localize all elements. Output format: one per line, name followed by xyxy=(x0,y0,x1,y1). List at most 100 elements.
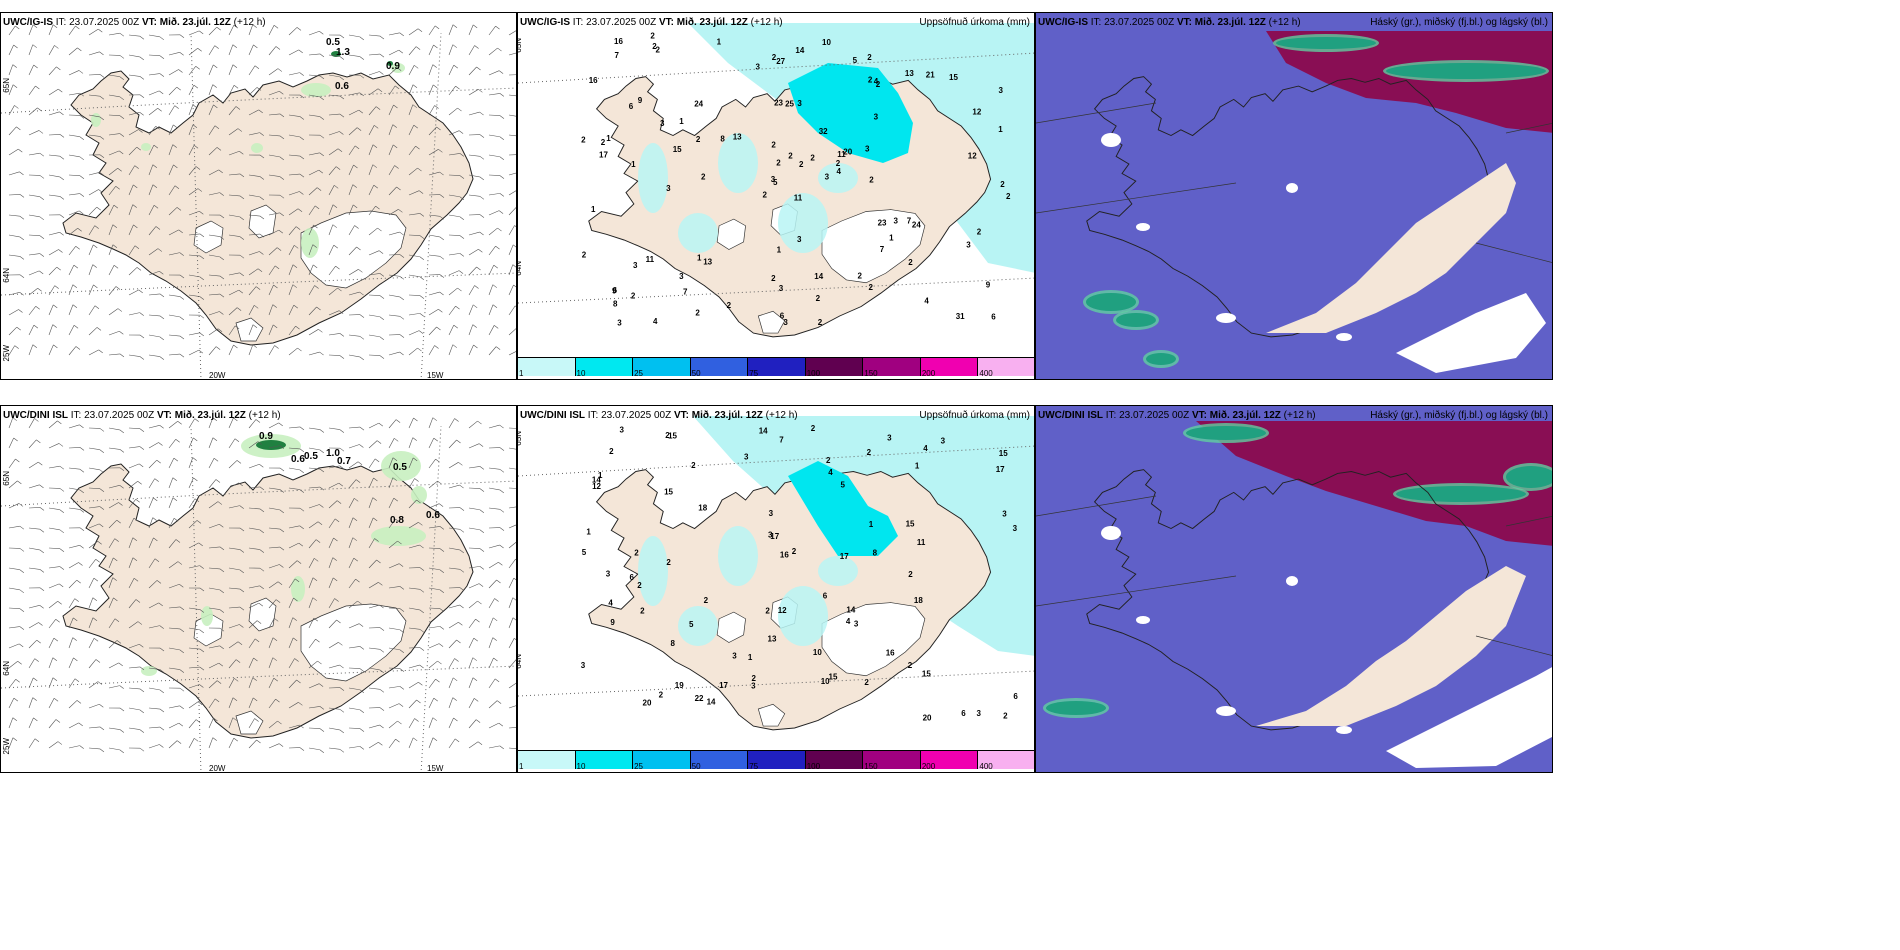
wind-barb xyxy=(328,94,340,97)
wind-barb xyxy=(108,538,115,549)
precip-value: 5 xyxy=(773,178,778,187)
wind-barb-flag xyxy=(334,518,340,523)
wind-barb-flag xyxy=(399,586,405,590)
wind-barb xyxy=(228,25,235,36)
wind-barb-flag xyxy=(456,639,461,644)
wind-barb xyxy=(508,597,514,609)
wind-barb-flag xyxy=(159,336,165,341)
wind-barb xyxy=(408,607,420,611)
iceland-outline xyxy=(1086,76,1490,338)
wind-barb-flag xyxy=(239,624,244,628)
wind-barb-flag xyxy=(439,171,444,176)
wind-barb-flag xyxy=(199,684,204,688)
wind-barb xyxy=(228,606,240,609)
wind-barb xyxy=(328,148,339,156)
precip-map: 5715151466533218141215815361316151717191… xyxy=(518,406,1034,751)
wind-barb xyxy=(248,602,259,609)
precip-value: 32 xyxy=(819,127,828,136)
wind-barb xyxy=(508,30,516,36)
precip-patch xyxy=(718,133,758,193)
wind-barb xyxy=(228,272,240,276)
wind-barb-flag xyxy=(279,156,285,161)
wind-barb xyxy=(208,458,215,469)
panel-wind-row1[interactable]: UWC/IG-IS IT: 23.07.2025 00Z VT: Mið. 23… xyxy=(0,12,517,380)
wind-barb-flag xyxy=(158,602,163,607)
wind-barb-flag xyxy=(359,646,365,650)
wind-barb-flag xyxy=(179,274,185,279)
wind-barb xyxy=(248,174,260,177)
wind-barb xyxy=(388,647,400,651)
precip-patch xyxy=(91,113,101,127)
wind-barb-flag xyxy=(33,64,38,69)
wind-barb xyxy=(88,681,99,689)
wind-barb xyxy=(188,48,198,56)
wind-barb xyxy=(448,44,454,56)
panel-precip-row2[interactable]: UWC/DINI ISL IT: 23.07.2025 00Z VT: Mið.… xyxy=(517,405,1035,773)
wind-barb-flag xyxy=(359,336,365,340)
wind-barb xyxy=(488,264,495,276)
wind-barb-flag xyxy=(319,116,325,120)
panel-precip-row1[interactable]: UWC/IG-IS IT: 23.07.2025 00Z VT: Mið. 23… xyxy=(517,12,1035,380)
wind-barb xyxy=(168,561,179,569)
wind-barb xyxy=(228,567,240,571)
wind-barb-flag xyxy=(417,28,423,33)
wind-barb-flag xyxy=(259,464,264,468)
wind-barb xyxy=(108,618,116,629)
wind-barb xyxy=(48,66,57,76)
wind-barb xyxy=(128,34,140,37)
wind-barb xyxy=(168,583,180,589)
panel-cloud-row1[interactable]: UWC/IG-IS IT: 23.07.2025 00Z VT: Mið. 23… xyxy=(1035,12,1553,380)
wind-barb-flag xyxy=(439,608,445,612)
wind-barb-flag xyxy=(299,155,305,160)
wind-barb xyxy=(208,587,220,591)
wind-barb xyxy=(8,64,14,76)
wind-barb xyxy=(268,304,274,316)
wind-barb xyxy=(228,85,235,96)
wind-barb-flag xyxy=(452,697,457,701)
wind-barb xyxy=(348,54,360,57)
wind-barb-flag xyxy=(299,136,305,141)
wind-barb-flag xyxy=(378,422,384,427)
precip-value: 14 xyxy=(759,427,768,436)
wind-barb xyxy=(168,539,177,549)
precip-value: 2 xyxy=(727,301,732,310)
wind-barb-flag xyxy=(472,24,478,29)
wind-barb xyxy=(328,265,336,276)
wind-barb xyxy=(168,458,175,469)
wind-barb-flag xyxy=(277,581,283,586)
wind-barb xyxy=(488,745,500,749)
it-label: IT: xyxy=(1105,410,1117,421)
wind-barb xyxy=(128,687,140,690)
lead-time: (+12 h) xyxy=(765,410,798,421)
precip-value: 11 xyxy=(646,255,655,264)
wind-barb-flag xyxy=(252,344,258,348)
wind-barb xyxy=(448,738,456,749)
precip-value: 3 xyxy=(660,119,665,128)
wind-barb-flag xyxy=(137,481,142,485)
panel-cloud-row2[interactable]: UWC/DINI ISL IT: 23.07.2025 00Z VT: Mið.… xyxy=(1035,405,1553,773)
wind-barb-flag xyxy=(39,152,45,157)
wind-barb xyxy=(368,724,380,729)
wind-barb xyxy=(128,74,140,77)
it-value: 23.07.2025 00Z xyxy=(69,17,140,28)
precip-value: 25 xyxy=(785,100,794,109)
wind-barb xyxy=(188,607,200,610)
wind-barb xyxy=(128,621,139,629)
panel-wind-row2[interactable]: UWC/DINI ISL IT: 23.07.2025 00Z VT: Mið.… xyxy=(0,405,517,773)
wind-barb xyxy=(108,484,120,489)
wind-barb-flag xyxy=(312,244,317,248)
wind-barb-flag xyxy=(255,419,261,423)
wind-barb xyxy=(188,30,200,36)
precip-value: 2 xyxy=(1003,712,1008,721)
wind-barb-flag xyxy=(235,659,241,663)
wind-barb xyxy=(48,111,60,116)
wind-barb-flag xyxy=(76,579,81,584)
wind-barb-flag xyxy=(352,537,358,541)
precip-value: 3 xyxy=(783,318,788,327)
lat-label-65n: 65N xyxy=(2,78,11,93)
iceland-landmass xyxy=(62,463,474,739)
wind-barb xyxy=(168,518,175,529)
wind-barb-flag xyxy=(498,210,504,214)
wind-barb-flag xyxy=(494,325,499,329)
wind-barb xyxy=(148,442,159,449)
